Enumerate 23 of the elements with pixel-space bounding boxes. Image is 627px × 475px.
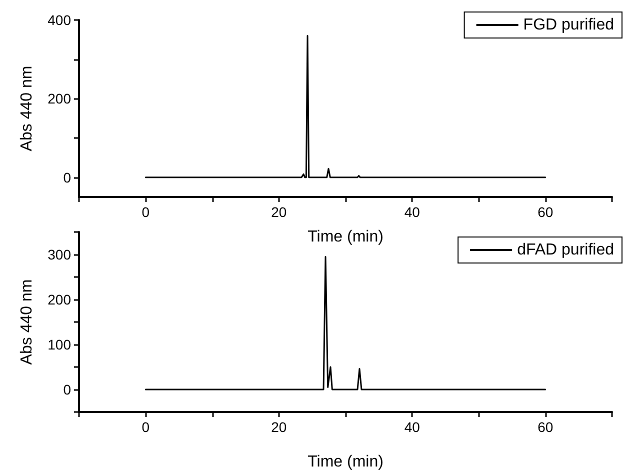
y-tick-label: 300 [48, 246, 72, 262]
x-tick-label: 40 [404, 204, 420, 220]
x-tick-label: 20 [271, 204, 287, 220]
x-tick-label: 60 [538, 419, 554, 435]
y-axis-title: Abs 440 nm [18, 66, 36, 152]
x-tick-label: 20 [271, 419, 287, 435]
x-tick-label: 0 [142, 419, 150, 435]
legend-label: dFAD purified [517, 242, 614, 258]
x-axis-title: Time (min) [308, 228, 384, 246]
x-axis-title: Time (min) [308, 454, 384, 470]
y-tick-label: 200 [48, 292, 72, 308]
line-series [144, 34, 546, 178]
x-tick-label: 0 [142, 204, 150, 220]
y-tick-label: 100 [48, 336, 72, 352]
x-tick-label: 60 [538, 204, 554, 220]
y-tick-label: 200 [48, 90, 72, 107]
y-axis-title: Abs 440 nm [18, 279, 36, 365]
y-tick-label: 0 [63, 169, 72, 186]
line-series [144, 256, 546, 390]
x-tick-label: 40 [404, 419, 420, 435]
y-tick-label: 0 [63, 382, 72, 398]
legend-label: FGD purified [523, 16, 614, 34]
y-tick-label: 400 [48, 12, 72, 28]
